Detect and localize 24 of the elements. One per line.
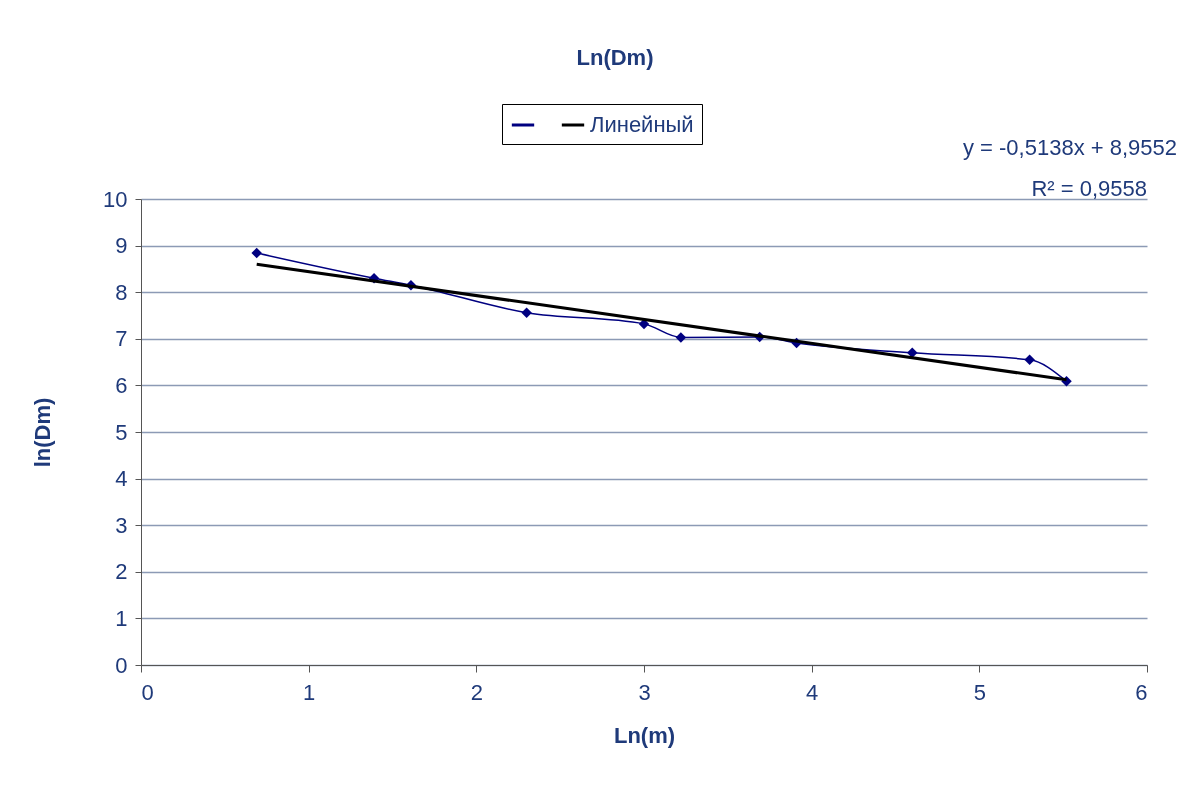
x-tick-label: 3 [638, 679, 651, 705]
annotation: R² = 0,9558 [1031, 176, 1147, 201]
y-tick-label: 0 [115, 652, 128, 678]
y-tick-label: 6 [115, 372, 128, 398]
y-tick-label: 8 [115, 279, 128, 305]
y-tick-label: 3 [115, 512, 128, 538]
x-tick-label: 5 [973, 679, 986, 705]
y-tick-label: 1 [115, 605, 128, 631]
y-axis-title: ln(Dm) [30, 397, 56, 468]
x-tick-label: 1 [303, 679, 316, 705]
chart-title: Ln(Dm) [576, 45, 654, 70]
y-tick-label: 9 [115, 233, 128, 259]
text: y = -0,5138x + 8,9552 [962, 135, 1177, 160]
y-tick-label: 5 [115, 419, 128, 445]
x-tick-label: 6 [1135, 679, 1148, 705]
legend-label: Линейный [590, 112, 694, 137]
x-tick-label: 4 [806, 679, 819, 705]
y-tick-label: 10 [103, 186, 128, 212]
x-tick-label: 0 [141, 679, 154, 705]
y-tick-label: 2 [115, 559, 128, 585]
x-axis-title: Ln(m) [613, 722, 676, 748]
y-tick-label: 7 [115, 326, 128, 352]
y-tick-label: 4 [115, 466, 128, 492]
x-tick-label: 2 [470, 679, 483, 705]
